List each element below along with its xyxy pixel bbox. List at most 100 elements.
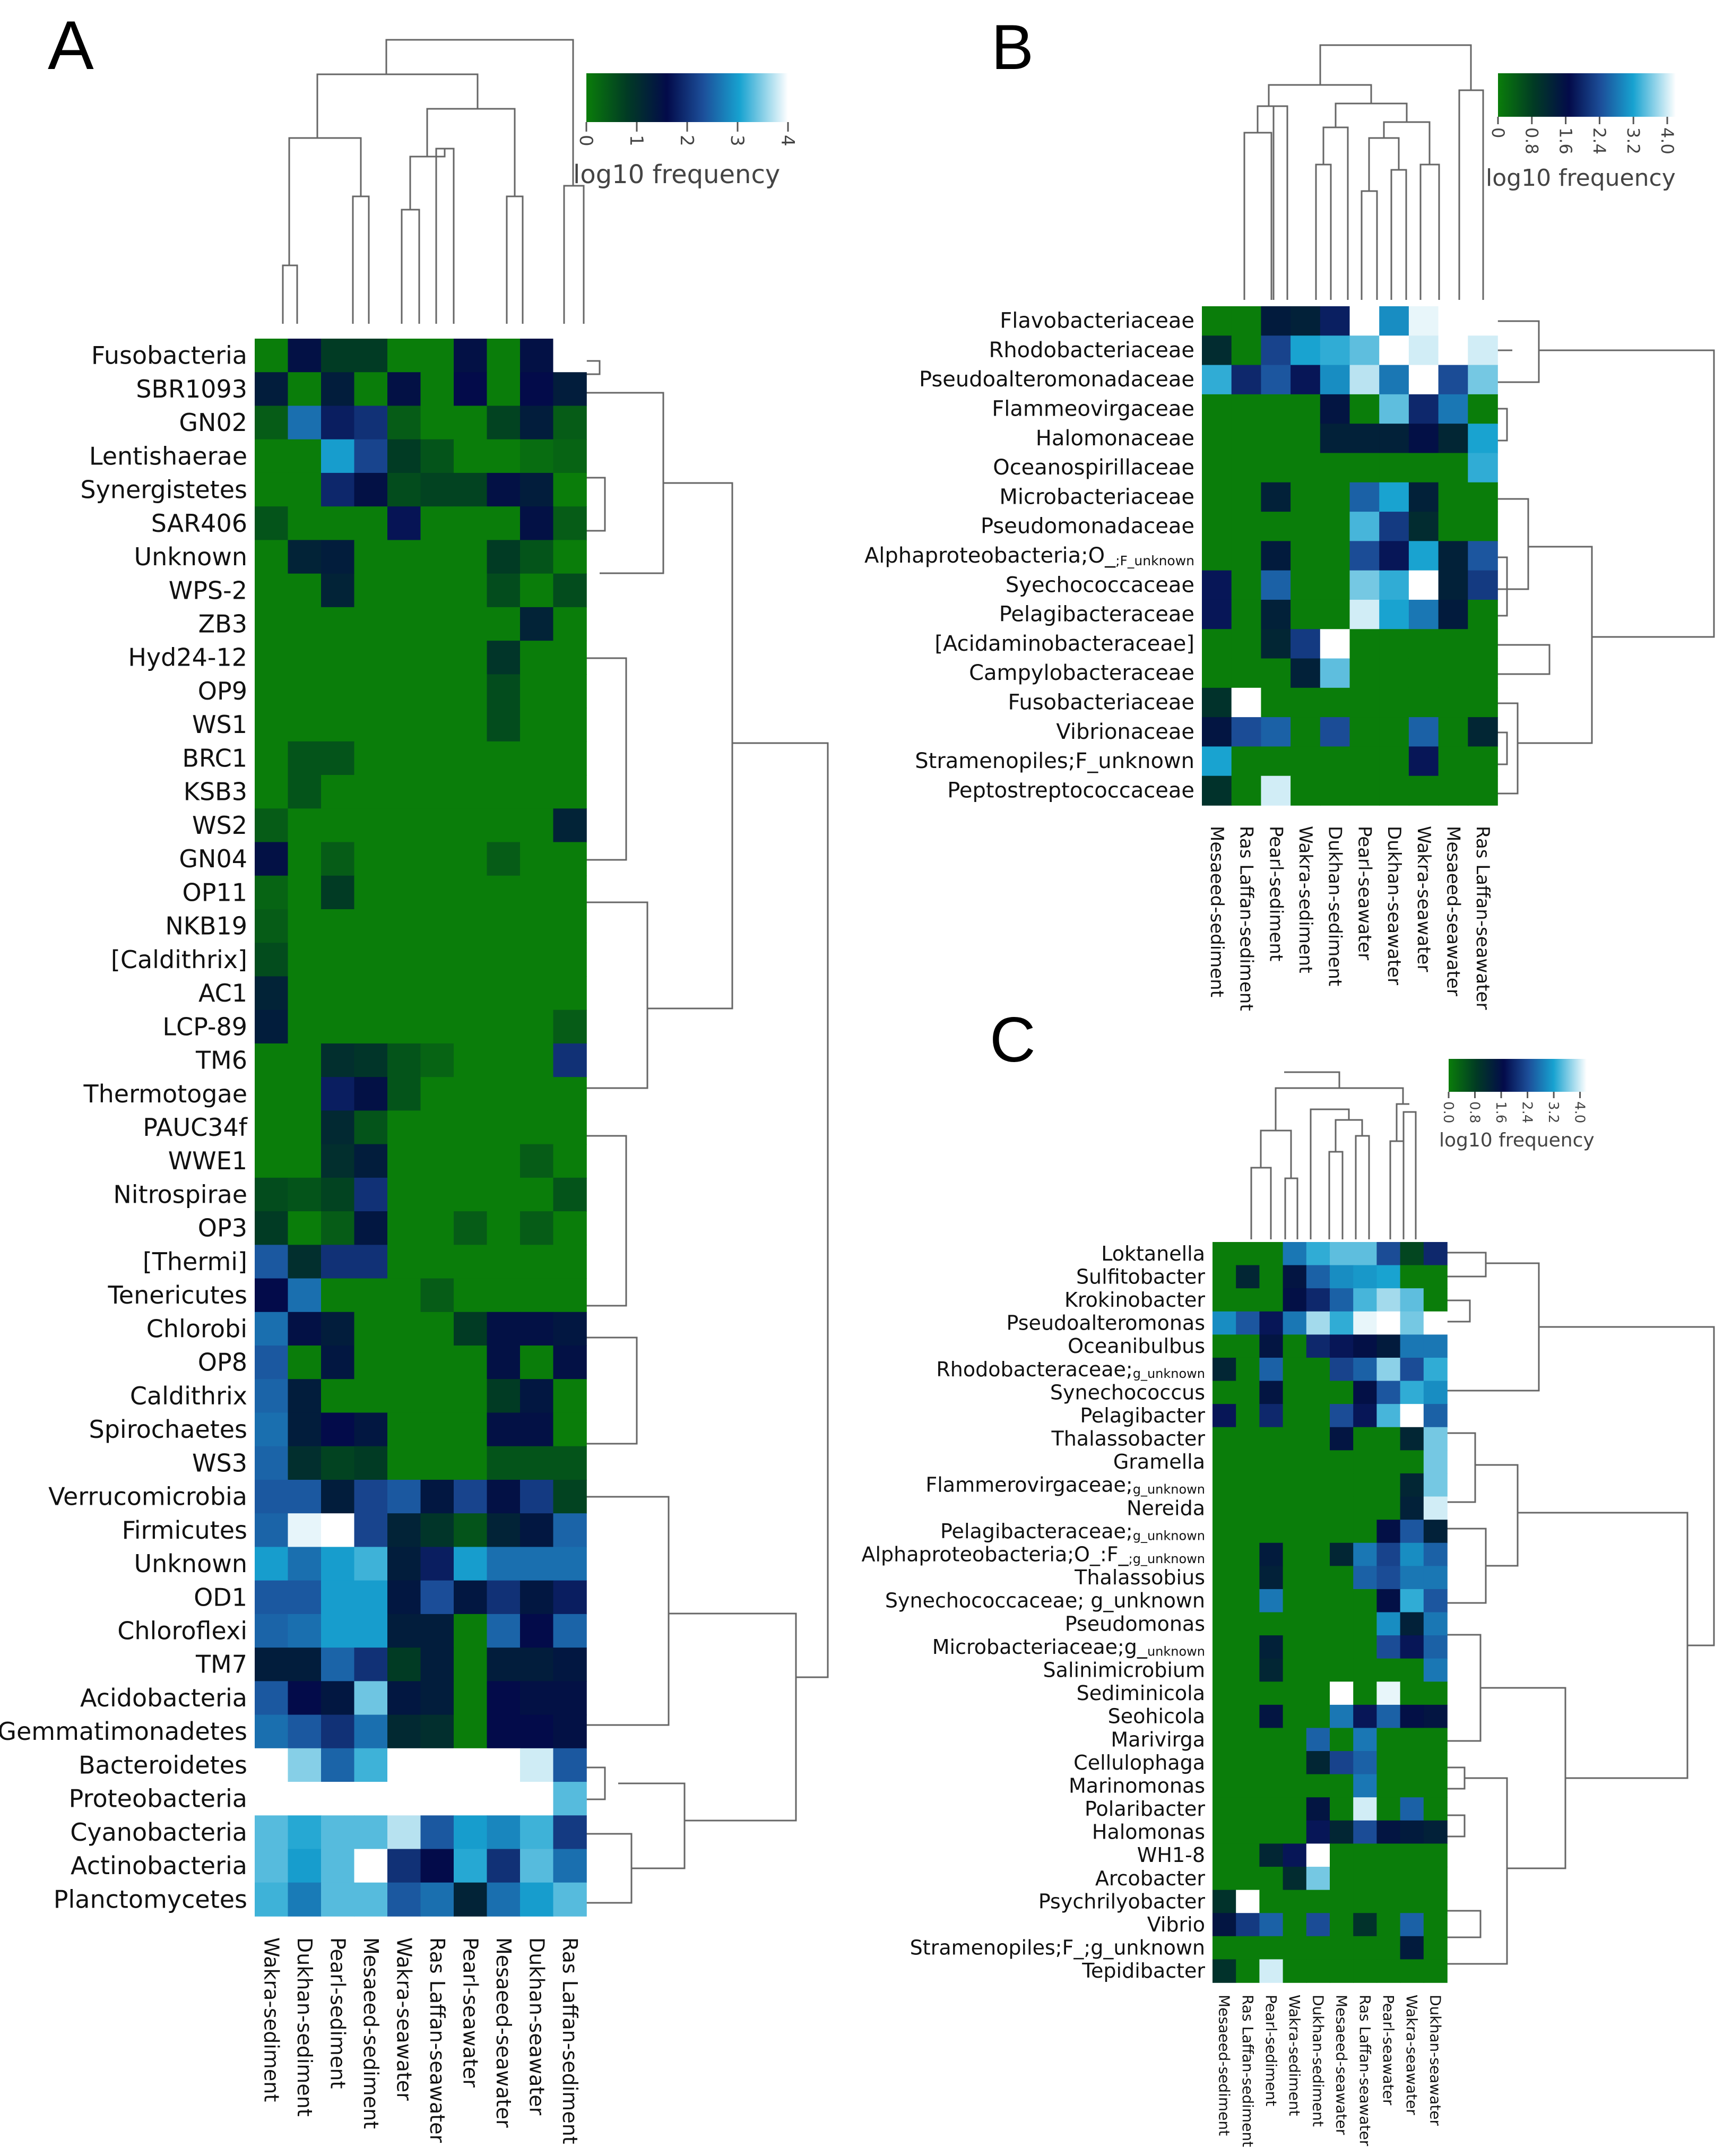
panel-b: B F (864, 12, 1715, 1011)
panel-b-cell (1320, 570, 1350, 600)
panel-a-cell (255, 909, 289, 944)
panel-c-cell (1400, 1867, 1424, 1891)
panel-c-cell (1283, 1496, 1307, 1520)
panel-a-cell (321, 1580, 355, 1615)
panel-c-cell (1353, 1242, 1378, 1266)
panel-a-cell (420, 641, 454, 675)
panel-c-cell (1353, 1959, 1378, 1983)
panel-c-cell (1376, 1635, 1401, 1659)
panel-b-cell (1438, 365, 1469, 395)
panel-b-cell (1438, 599, 1469, 630)
panel-c-cell (1376, 1265, 1401, 1289)
panel-c-column-label: Wakra-seawater (1403, 1995, 1421, 2115)
panel-a-colorbar-tick-label: 1 (626, 135, 647, 146)
panel-b-cell (1408, 717, 1439, 747)
panel-a-cell (387, 808, 421, 843)
panel-b-cell (1202, 512, 1232, 542)
panel-a-cell (520, 1547, 554, 1581)
panel-b-cell (1231, 717, 1262, 747)
panel-b-cell (1261, 541, 1291, 571)
panel-c-cell (1306, 1681, 1330, 1705)
panel-a-cell (420, 1849, 454, 1883)
panel-a-cell (553, 1010, 587, 1044)
panel-letter-c: C (990, 1004, 1036, 1075)
panel-c-cell (1283, 1334, 1307, 1358)
panel-a-cell (454, 1412, 488, 1447)
panel-a-cell (288, 339, 322, 373)
panel-a-cell (454, 339, 488, 373)
panel-b-cell (1468, 365, 1498, 395)
panel-c-cell (1259, 1635, 1284, 1659)
panel-a-cell (321, 1346, 355, 1380)
panel-b-colorbar-label: log10 frequency (1486, 165, 1676, 192)
panel-c-cell (1306, 1820, 1330, 1844)
panel-a-cell (420, 1211, 454, 1246)
panel-a-row-label: TM6 (195, 1046, 247, 1075)
panel-c-cell (1330, 1774, 1354, 1798)
panel-c-cell (1423, 1728, 1448, 1752)
panel-b-cell (1408, 482, 1439, 512)
panel-a-cell (487, 909, 521, 944)
panel-c-column-label: Ras Laffan-sediment (1239, 1995, 1257, 2147)
panel-a-row-label: Gemmatimonadetes (0, 1717, 247, 1746)
panel-b-cell (1231, 541, 1262, 571)
panel-c-cell (1353, 1473, 1378, 1497)
panel-b-cell (1261, 365, 1291, 395)
panel-a-row-label: Acidobacteria (80, 1684, 247, 1712)
panel-b-cell (1261, 306, 1291, 337)
panel-a-cell (487, 607, 521, 641)
panel-c-cell (1376, 1381, 1401, 1404)
panel-c-cell (1353, 1334, 1378, 1358)
panel-b-cell (1291, 482, 1321, 512)
panel-a-cell (387, 943, 421, 977)
panel-a-cell (354, 1479, 388, 1514)
panel-a-cell (387, 641, 421, 675)
panel-b-cell (1349, 717, 1380, 747)
panel-c-row-dendrogram (1447, 1252, 1715, 1965)
panel-c-cell (1423, 1427, 1448, 1451)
panel-a-cell (553, 943, 587, 977)
panel-a-cell (354, 1110, 388, 1145)
panel-b-cell (1379, 453, 1409, 483)
panel-a-cell (420, 1110, 454, 1145)
panel-c-cell (1330, 1496, 1354, 1520)
panel-a-cell (420, 1681, 454, 1715)
panel-a-cell (321, 1077, 355, 1111)
panel-b-cell (1202, 775, 1232, 806)
panel-c-cell (1259, 1542, 1284, 1567)
panel-b-cell (1202, 658, 1232, 688)
panel-a-cell (387, 1479, 421, 1514)
panel-a-cell (354, 439, 388, 473)
panel-a-cell (420, 573, 454, 608)
panel-a-cell (520, 1815, 554, 1850)
panel-b-cell (1408, 658, 1439, 688)
panel-b-cell (1320, 599, 1350, 630)
panel-c-cell (1376, 1404, 1401, 1428)
panel-b-cell (1349, 365, 1380, 395)
panel-c-cell (1330, 1658, 1354, 1683)
panel-a-cell (553, 339, 587, 373)
panel-a-cell (520, 1010, 554, 1044)
panel-a-row-label: Actinobacteria (71, 1851, 247, 1880)
panel-c-cell (1236, 1520, 1260, 1543)
panel-c-cell (1330, 1635, 1354, 1659)
panel-a-cell (387, 1815, 421, 1850)
panel-c-cell (1306, 1589, 1330, 1613)
panel-c-cell (1259, 1311, 1284, 1335)
panel-b-cell (1349, 453, 1380, 483)
panel-c-cell (1283, 1890, 1307, 1914)
panel-b-cell (1261, 570, 1291, 600)
panel-b-colorbar-tick-label: 3.2 (1623, 127, 1643, 154)
panel-c-cell (1306, 1381, 1330, 1404)
panel-c-cell (1213, 1520, 1236, 1543)
panel-c-cell (1353, 1288, 1378, 1312)
panel-a-cell (520, 1648, 554, 1682)
panel-a-cell (321, 472, 355, 507)
panel-b-row-label: Pseudoalteromonadaceae (919, 367, 1194, 392)
panel-a-cell (487, 573, 521, 608)
panel-c-cell (1353, 1311, 1378, 1335)
panel-b-cell (1261, 512, 1291, 542)
panel-c-column-label: Dukhan-seawater (1426, 1995, 1444, 2126)
panel-a-cell (255, 406, 289, 440)
